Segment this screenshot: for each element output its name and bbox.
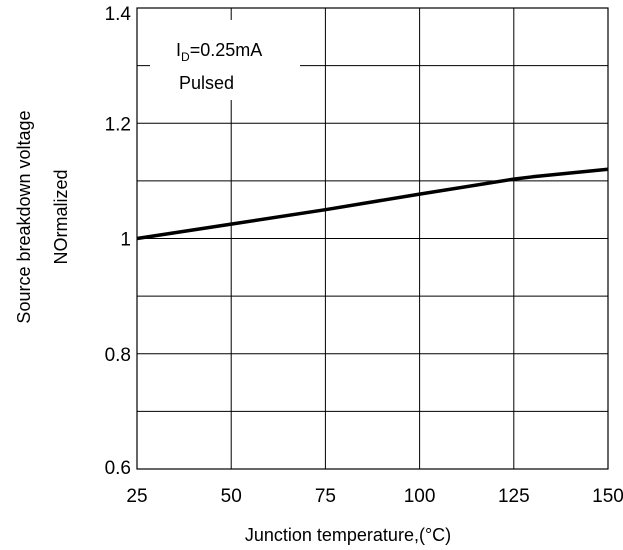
x-tick-label: 125 [498, 486, 530, 507]
y-tick-label: 1.2 [105, 114, 131, 135]
y-axis-label-line1: Source breakdown voltage [14, 110, 34, 323]
y-tick-label: 1.4 [105, 4, 132, 25]
x-tick-label: 75 [315, 486, 336, 507]
y-tick-label: 0.6 [105, 458, 131, 479]
x-tick-label: 50 [221, 486, 242, 507]
condition-label: ID=0.25mA [176, 40, 262, 64]
tick-labels: 25 50 75 100 125 150 0.6 0.8 1 1.2 1.4 [105, 4, 623, 507]
x-tick-label: 100 [404, 486, 436, 507]
x-axis-label: Junction temperature,(°C) [245, 525, 451, 545]
pulsed-label: Pulsed [179, 73, 234, 93]
x-tick-label: 25 [126, 486, 147, 507]
series-line [136, 167, 609, 241]
annotation-box [150, 20, 300, 100]
y-tick-label: 0.8 [105, 345, 131, 366]
series-layer [136, 167, 609, 241]
x-tick-label: 150 [592, 486, 623, 507]
y-tick-label: 1 [120, 230, 131, 251]
y-axis-label-line2: NOrmalized [51, 169, 71, 264]
